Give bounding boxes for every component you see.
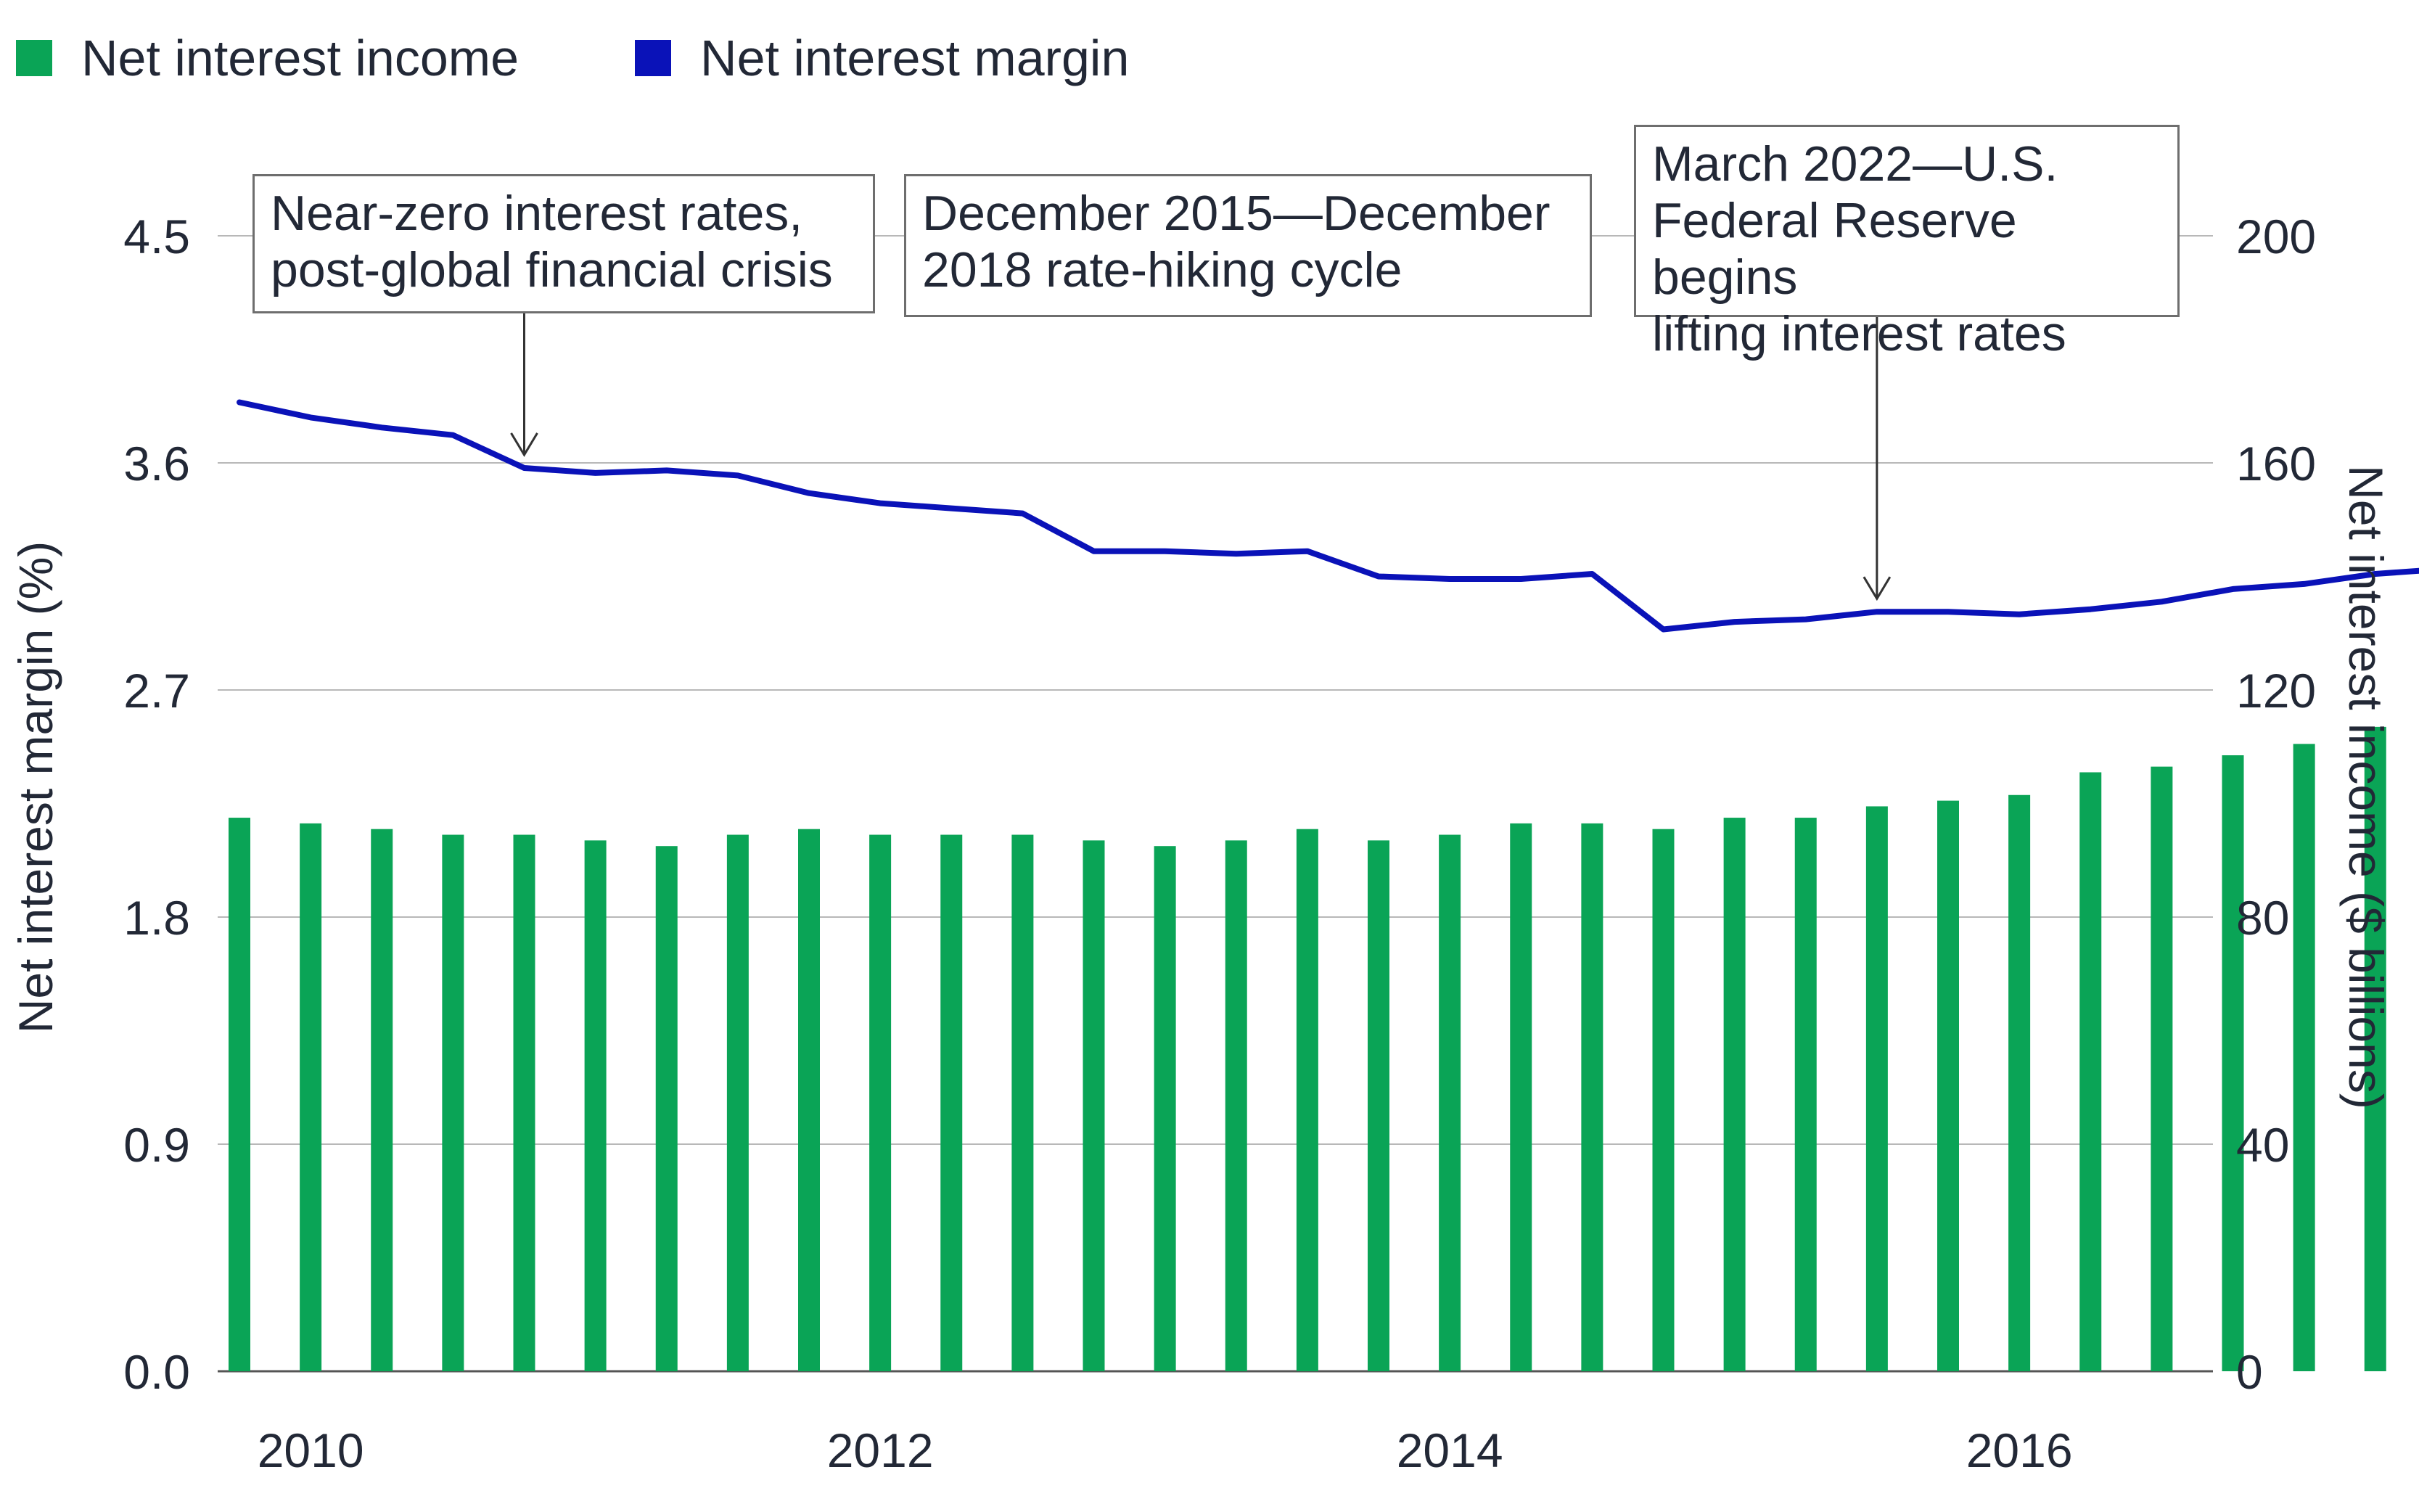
annotation-arrowhead — [510, 432, 538, 457]
nii-bar — [1652, 829, 1675, 1371]
left-tick-label: 1.8 — [123, 891, 190, 945]
right-tick-label: 200 — [2236, 210, 2316, 263]
right-tick-label: 160 — [2236, 437, 2316, 490]
nii-bar — [2222, 755, 2244, 1371]
nii-bar — [1794, 818, 1817, 1371]
legend-label-nim: Net interest margin — [700, 30, 1130, 86]
annotation-fed-lifting-rates: March 2022—U.S. Federal Reserve begins l… — [1634, 125, 2180, 361]
left-tick-label: 3.6 — [123, 437, 190, 490]
nii-bar — [1937, 800, 1959, 1371]
nim-swatch — [635, 40, 672, 76]
nii-bar — [655, 846, 678, 1371]
legend-item-nim: Net interest margin — [635, 29, 1129, 87]
nii-bar — [1723, 818, 1746, 1371]
nii-bar — [513, 834, 535, 1371]
nii-bar — [584, 840, 607, 1371]
annotation-arrows — [510, 313, 1892, 601]
right-tick-label: 40 — [2236, 1118, 2289, 1172]
nii-bar — [1083, 840, 1105, 1371]
legend: Net interest income Net interest margin — [16, 29, 1245, 87]
left-tick-label: 0.0 — [123, 1345, 190, 1399]
x-axis-ticks: 20102012201420162018202020222023 — [258, 1423, 2073, 1477]
nii-bar — [300, 823, 322, 1371]
nii-bar — [1011, 834, 1034, 1371]
x-tick-label: 2016 — [1966, 1423, 2073, 1477]
nii-bar — [1510, 823, 1532, 1371]
nii-bar — [2008, 794, 2031, 1371]
nii-bar — [1225, 840, 1247, 1371]
nii-bar — [229, 818, 250, 1371]
annotation-near-zero-rates: Near-zero interest rates, post-global fi… — [252, 174, 875, 313]
nim-line-layer — [237, 399, 2419, 633]
nii-bar — [1368, 840, 1389, 1371]
nii-bar — [940, 834, 963, 1371]
nii-bar — [371, 829, 393, 1371]
left-tick-label: 0.9 — [123, 1118, 190, 1172]
nii-bars — [229, 726, 2386, 1371]
left-tick-label: 2.7 — [123, 664, 190, 718]
x-tick-label: 2012 — [827, 1423, 934, 1477]
nii-swatch — [16, 40, 52, 76]
annotation-rate-hiking-cycle: December 2015—December 2018 rate-hiking … — [904, 174, 1592, 317]
annotation-arrowhead — [1862, 576, 1892, 601]
nii-bar — [442, 834, 464, 1371]
nii-bar — [2293, 744, 2315, 1371]
nii-bar — [2364, 726, 2386, 1371]
nii-bar — [1865, 806, 1888, 1371]
nim-line — [237, 399, 2419, 633]
legend-item-nii: Net interest income — [16, 29, 519, 87]
nii-bar — [1154, 846, 1176, 1371]
nii-bar — [2079, 772, 2102, 1371]
right-tick-label: 120 — [2236, 664, 2316, 718]
nii-bar — [869, 834, 892, 1371]
right-tick-label: 80 — [2236, 891, 2289, 945]
right-tick-label: 0 — [2236, 1345, 2263, 1399]
left-axis-title: Net interest margin (%) — [9, 541, 62, 1034]
right-axis-ticks: 0 40 80 120 160 200 — [2236, 210, 2316, 1399]
nii-bar — [1296, 829, 1318, 1371]
x-tick-label: 2010 — [258, 1423, 364, 1477]
nii-bar — [1581, 823, 1603, 1371]
nii-bar — [1439, 834, 1461, 1371]
left-axis-ticks: 0.0 0.9 1.8 2.7 3.6 4.5 — [123, 210, 190, 1399]
right-axis-title: Net interest income ($ billions) — [2339, 465, 2393, 1109]
nii-bar — [726, 834, 749, 1371]
legend-label-nii: Net interest income — [81, 30, 519, 86]
left-tick-label: 4.5 — [123, 210, 190, 263]
nii-bar — [2151, 766, 2173, 1371]
nii-bar — [798, 829, 820, 1371]
x-tick-label: 2014 — [1397, 1423, 1503, 1477]
